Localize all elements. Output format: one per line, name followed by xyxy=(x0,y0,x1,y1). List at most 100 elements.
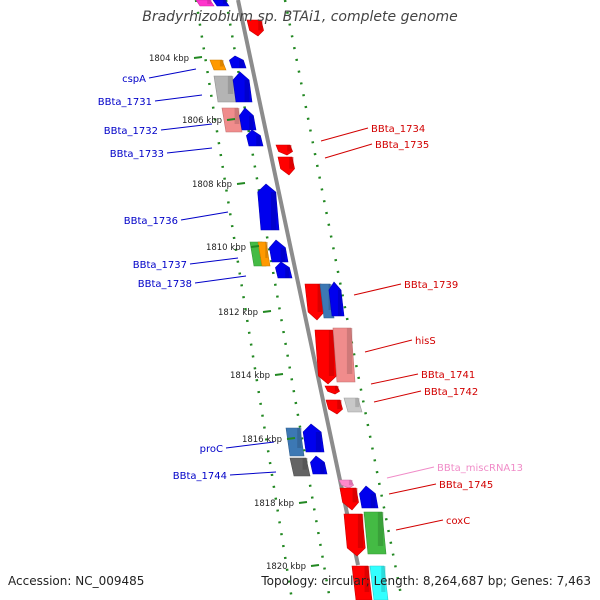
gene-feature-shade xyxy=(219,60,224,67)
gene-label-forward: BBta_1736 xyxy=(124,216,178,227)
scale-tick-mark xyxy=(236,182,246,185)
gene-label-reverse: BBta_1741 xyxy=(421,370,475,381)
scale-tick-mark xyxy=(250,245,260,248)
backbone-line xyxy=(236,0,360,566)
label-leader-line xyxy=(353,283,402,296)
gene-feature-shade xyxy=(320,462,325,474)
gene-feature-arrow xyxy=(229,55,247,69)
gene-label-reverse: hisS xyxy=(415,336,436,347)
gene-feature-arrow xyxy=(310,455,328,475)
gene-feature-shade xyxy=(287,145,292,152)
scale-tick-label: 1808 kbp xyxy=(192,180,232,190)
gene-label-misc-rna: BBta_miscRNA13 xyxy=(437,463,523,474)
gene-feature-shade xyxy=(302,458,308,470)
scale-tick-label: 1814 kbp xyxy=(230,371,270,381)
gene-feature-shade xyxy=(357,514,364,548)
label-leader-line xyxy=(364,339,413,353)
gene-label-reverse: BBta_1734 xyxy=(371,124,425,135)
gene-feature-shade xyxy=(258,20,263,31)
gene-feature-shade xyxy=(328,330,335,376)
scale-tick-label: 1820 kbp xyxy=(266,562,306,572)
gene-feature-shade xyxy=(207,0,212,4)
gene-feature-shade xyxy=(317,284,323,312)
gene-feature-shade xyxy=(222,0,227,4)
gene-label-forward: BBta_1738 xyxy=(138,279,192,290)
gene-label-reverse: BBta_1742 xyxy=(424,387,478,398)
gene-feature-shade xyxy=(270,192,277,230)
gene-feature-shade xyxy=(381,566,386,592)
gene-feature-shade xyxy=(244,80,250,102)
gene-label-reverse: BBta_1735 xyxy=(375,140,429,151)
gene-label-forward: cspA xyxy=(122,74,146,85)
label-leader-line xyxy=(386,466,435,479)
gene-feature-shade xyxy=(337,290,342,316)
label-leader-line xyxy=(395,519,444,531)
gene-label-forward: BBta_1732 xyxy=(104,126,158,137)
scale-tick-mark xyxy=(274,373,284,376)
gene-feature-shade xyxy=(334,386,339,392)
gene-feature-shade xyxy=(370,493,376,508)
label-leader-line xyxy=(373,390,422,403)
gene-feature-arrow xyxy=(246,129,264,147)
label-leader-line xyxy=(194,275,247,284)
label-leader-line xyxy=(225,441,275,449)
scale-tick-label: 1806 kbp xyxy=(182,116,222,126)
gene-feature-shade xyxy=(239,60,244,68)
genome-summary-text: Topology: circular; Length: 8,264,687 bp… xyxy=(261,574,591,588)
scale-tick-mark xyxy=(298,501,308,504)
label-leader-line xyxy=(229,471,277,476)
gene-feature-shade xyxy=(337,400,342,410)
gene-feature-shade xyxy=(227,76,234,94)
gene-feature-shade xyxy=(377,512,384,546)
gene-feature-shade xyxy=(346,328,353,374)
label-leader-line xyxy=(160,123,213,131)
gene-feature-arrow xyxy=(275,261,293,279)
scale-tick-label: 1812 kbp xyxy=(218,308,258,318)
label-leader-line xyxy=(154,94,203,102)
gene-feature-shade xyxy=(297,428,302,448)
gene-label-reverse: BBta_1739 xyxy=(404,280,458,291)
gene-feature-arrow xyxy=(209,59,227,71)
label-leader-line xyxy=(148,68,197,79)
scale-tick-label: 1818 kbp xyxy=(254,499,294,509)
gene-feature-shade xyxy=(348,480,353,486)
label-leader-line xyxy=(180,211,229,221)
gene-label-reverse: coxC xyxy=(446,516,470,527)
gene-feature-shade xyxy=(249,115,254,130)
gene-label-forward: proC xyxy=(200,444,223,455)
label-leader-line xyxy=(388,483,437,495)
scale-tick-mark xyxy=(262,310,272,313)
gene-feature-shade xyxy=(256,135,261,146)
gene-label-reverse: BBta_1745 xyxy=(439,480,493,491)
gene-feature-shade xyxy=(315,432,322,452)
gene-feature-shade xyxy=(265,242,268,258)
gene-feature-arrow xyxy=(239,107,257,131)
label-leader-line xyxy=(370,373,419,385)
gene-label-forward: BBta_1737 xyxy=(133,260,187,271)
scale-tick-label: 1810 kbp xyxy=(206,243,246,253)
scale-tick-mark xyxy=(310,564,320,567)
gene-feature-shade xyxy=(364,566,370,592)
accession-text: Accession: NC_009485 xyxy=(8,574,145,588)
scale-tick-mark xyxy=(286,437,296,440)
gene-feature-shade xyxy=(352,488,358,503)
scale-tick-mark xyxy=(193,56,203,59)
gene-feature-arrow xyxy=(328,281,345,317)
gene-feature-shade xyxy=(289,157,294,169)
label-leader-line xyxy=(320,127,369,142)
label-leader-line xyxy=(189,257,239,265)
gene-feature-shade xyxy=(280,247,286,262)
genome-title: Bradyrhizobium sp. BTAi1, complete genom… xyxy=(142,9,458,25)
label-leader-line xyxy=(324,143,373,159)
scale-tick-label: 1816 kbp xyxy=(242,435,282,445)
gene-label-forward: BBta_1731 xyxy=(98,97,152,108)
gene-label-forward: BBta_1744 xyxy=(173,471,227,482)
gene-feature-shade xyxy=(355,398,360,408)
scale-tick-label: 1804 kbp xyxy=(149,54,189,64)
scale-tick-mark xyxy=(226,118,236,121)
gene-feature-shade xyxy=(234,108,240,124)
gene-feature-shade xyxy=(285,267,290,278)
label-leader-line xyxy=(166,147,213,154)
